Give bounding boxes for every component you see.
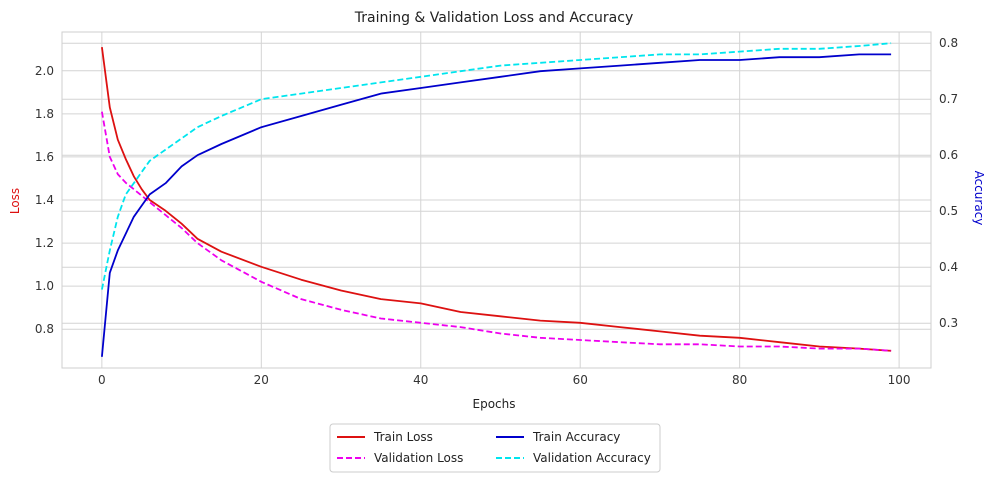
y-axis-left-label: Loss xyxy=(8,188,22,214)
x-tick-label: 80 xyxy=(732,373,747,387)
legend-label-train-accuracy: Train Accuracy xyxy=(532,430,620,444)
y-right-tick-label: 0.3 xyxy=(939,316,958,330)
x-tick-label: 40 xyxy=(413,373,428,387)
series-line-validation-accuracy xyxy=(101,42,892,290)
legend-box xyxy=(329,423,661,473)
series-line-train-loss xyxy=(101,46,892,352)
y-right-tick-label: 0.5 xyxy=(939,204,958,218)
y-left-tick-label: 1.8 xyxy=(35,107,54,121)
y-left-tick-label: 1.6 xyxy=(35,150,54,164)
legend-label-validation-accuracy: Validation Accuracy xyxy=(533,451,651,465)
tick-layer: 0 20 40 60 80 100 0.8 1.0 1.2 1.4 1.6 1.8 2.0 0.3 0.4 0… xyxy=(35,36,958,387)
legend: Train Loss Validation Loss Train Accurac… xyxy=(329,423,661,473)
y-right-tick-label: 0.4 xyxy=(939,260,958,274)
series-line-train-accuracy xyxy=(101,53,892,357)
series-line-validation-loss xyxy=(101,111,892,352)
series-layer xyxy=(101,42,892,357)
x-tick-label: 20 xyxy=(254,373,269,387)
y-axis-right-label: Accuracy xyxy=(972,171,986,226)
plot-frame xyxy=(61,31,932,369)
x-tick-label: 60 xyxy=(573,373,588,387)
y-left-tick-label: 1.4 xyxy=(35,193,54,207)
y-right-tick-label: 0.7 xyxy=(939,92,958,106)
legend-label-train-loss: Train Loss xyxy=(373,430,433,444)
y-left-tick-label: 2.0 xyxy=(35,64,54,78)
x-axis-label: Epochs xyxy=(473,397,516,411)
x-tick-label: 100 xyxy=(888,373,911,387)
legend-label-validation-loss: Validation Loss xyxy=(374,451,463,465)
y-right-tick-label: 0.8 xyxy=(939,36,958,50)
y-left-tick-label: 1.2 xyxy=(35,236,54,250)
chart-title: Training & Validation Loss and Accuracy xyxy=(354,10,634,26)
y-left-tick-label: 1.0 xyxy=(35,279,54,293)
y-right-tick-label: 0.6 xyxy=(939,148,958,162)
y-left-tick-label: 0.8 xyxy=(35,322,54,336)
x-tick-label: 0 xyxy=(98,373,106,387)
